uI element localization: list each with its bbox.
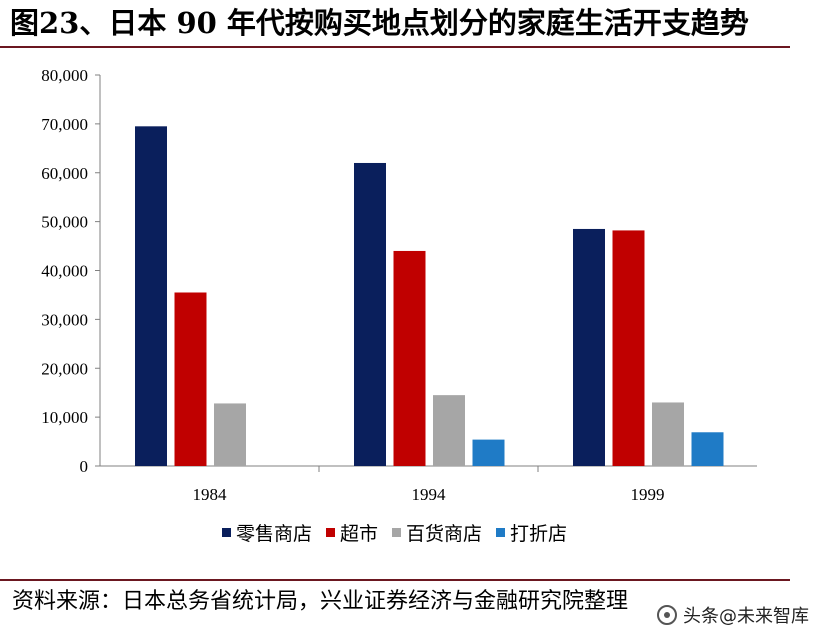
y-tick-label: 30,000 [41, 310, 88, 329]
legend-swatch [496, 528, 505, 537]
chart-title: 图23、日本 90 年代按购买地点划分的家庭生活开支趋势 [10, 6, 749, 40]
y-tick-label: 20,000 [41, 359, 88, 378]
bar [393, 250, 426, 466]
bar [472, 439, 505, 466]
legend-swatch [326, 528, 335, 537]
x-tick-label: 1999 [631, 485, 665, 504]
legend-swatch [222, 528, 231, 537]
bar [354, 162, 386, 466]
bar-chart: 0 10,000 20,000 30,000 40,000 50,000 60,000 70,… [41, 66, 757, 545]
x-tick-label: 1984 [193, 485, 228, 504]
legend-label: 打折店 [510, 523, 567, 545]
source-note: 资料来源：日本总务省统计局，兴业证券经济与金融研究院整理 [12, 589, 629, 614]
bar [174, 292, 207, 466]
y-tick-label: 40,000 [41, 262, 88, 281]
source-divider [0, 579, 790, 581]
y-tick-label: 60,000 [41, 164, 88, 183]
bar [573, 228, 605, 466]
bar [652, 402, 684, 466]
bar [214, 403, 246, 466]
bar [433, 395, 465, 466]
legend-swatch [392, 528, 401, 537]
bar [691, 432, 724, 466]
chart-area: 0 10,000 20,000 30,000 40,000 50,000 60,000 70,… [0, 50, 817, 570]
y-tick-label: 50,000 [41, 213, 88, 232]
title-divider [0, 46, 790, 48]
watermark-text: 头条@未来智库 [683, 606, 809, 627]
legend-label: 百货商店 [406, 523, 482, 545]
watermark: 头条@未来智库 [657, 601, 809, 629]
x-tick-label: 1994 [412, 485, 447, 504]
watermark-logo-icon [657, 605, 677, 625]
bar [135, 126, 167, 466]
bar [612, 230, 645, 466]
y-tick-label: 10,000 [41, 408, 88, 427]
y-tick-label: 80,000 [41, 66, 88, 85]
legend-label: 零售商店 [236, 523, 312, 545]
y-tick-label: 0 [80, 457, 89, 476]
legend-label: 超市 [340, 523, 378, 545]
y-tick-label: 70,000 [41, 115, 88, 134]
